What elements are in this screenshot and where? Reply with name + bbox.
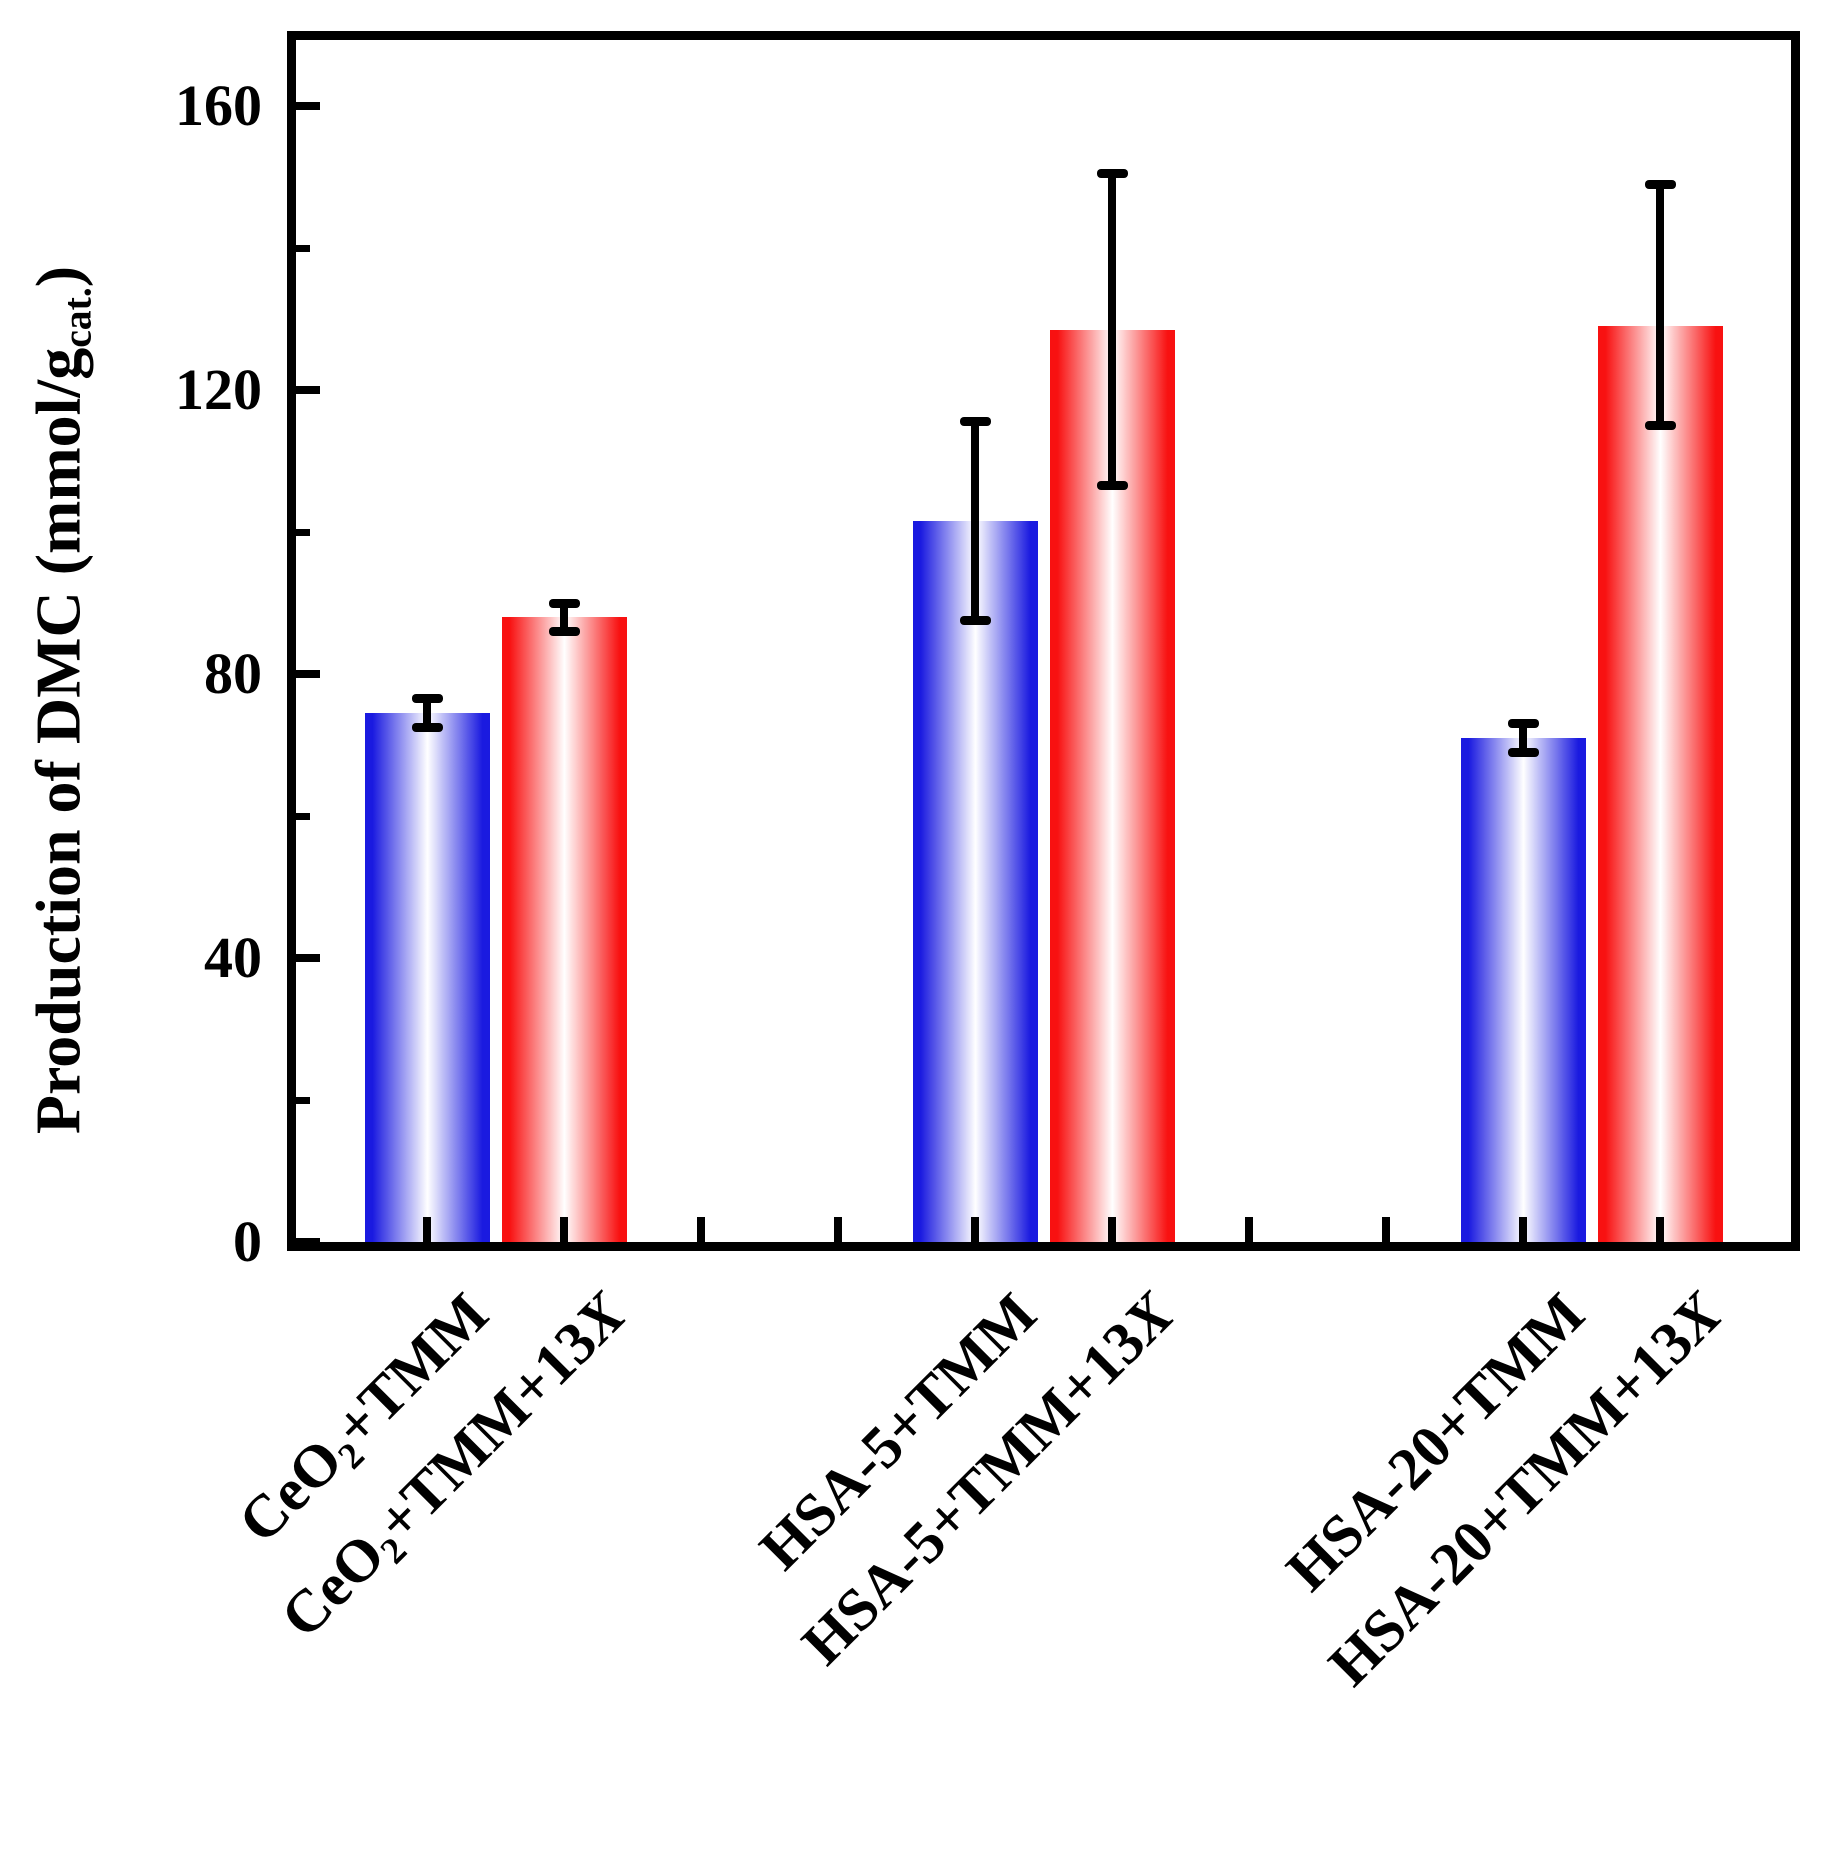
y-minor-tick — [296, 1096, 310, 1104]
error-bar-line — [560, 603, 568, 632]
error-bar-cap-top — [959, 417, 991, 427]
error-bar-cap-bottom — [1644, 421, 1676, 430]
error-bar-cap-bottom — [548, 626, 580, 636]
error-bar-cap-bottom — [1507, 747, 1539, 757]
error-bar-line — [1656, 184, 1664, 426]
y-minor-tick — [296, 244, 310, 252]
y-major-tick — [296, 102, 320, 110]
error-bar-cap-top — [1096, 168, 1128, 178]
bar-hsa-20-tmm — [1460, 738, 1586, 1242]
x-tick — [1656, 1217, 1664, 1242]
y-major-tick — [296, 386, 320, 394]
error-bar-cap-top — [548, 598, 580, 608]
bar-hsa-5-tmm — [912, 521, 1038, 1242]
error-bar-cap-top — [411, 694, 443, 704]
y-major-tick — [296, 1238, 320, 1246]
x-tick — [560, 1217, 568, 1242]
x-tick — [697, 1217, 705, 1242]
error-bar-line — [1108, 173, 1116, 486]
bar-ceo2-tmm-13x — [501, 617, 627, 1242]
y-major-tick — [296, 670, 320, 678]
x-tick — [1519, 1217, 1527, 1242]
y-minor-tick — [296, 528, 310, 536]
error-bar-cap-bottom — [1096, 481, 1128, 491]
error-bar-cap-bottom — [411, 722, 443, 732]
y-tick-label: 120 — [175, 357, 262, 422]
x-tick-label-wrap: HSA-20+TMM+13X — [1163, 1280, 1734, 1698]
y-major-tick — [296, 954, 320, 962]
error-bar-line — [423, 698, 431, 728]
y-axis-title-subscript: cat. — [55, 287, 100, 348]
x-tick — [423, 1217, 431, 1242]
x-tick-label-wrap: CeO2+TMM+13X — [135, 1280, 638, 1650]
error-bar-cap-bottom — [959, 616, 991, 626]
x-tick — [971, 1217, 979, 1242]
y-tick-label: 40 — [204, 925, 262, 990]
x-tick — [1382, 1217, 1390, 1242]
y-minor-tick — [296, 812, 310, 820]
x-tick — [1108, 1217, 1116, 1242]
error-bar-cap-top — [1644, 179, 1676, 189]
plot-frame — [287, 31, 1800, 1251]
x-tick — [1245, 1217, 1253, 1242]
bar-hsa-20-tmm-13x — [1597, 326, 1723, 1242]
error-bar-line — [1519, 723, 1527, 753]
x-tick-label-wrap: HSA-5+TMM+13X — [645, 1280, 1186, 1677]
bar-ceo2-tmm — [364, 713, 490, 1242]
y-tick-label: 80 — [204, 641, 262, 706]
y-tick-label: 0 — [233, 1209, 262, 1274]
error-bar-line — [971, 421, 979, 621]
x-tick — [834, 1217, 842, 1242]
y-tick-label: 160 — [175, 73, 262, 138]
error-bar-cap-top — [1507, 719, 1539, 729]
